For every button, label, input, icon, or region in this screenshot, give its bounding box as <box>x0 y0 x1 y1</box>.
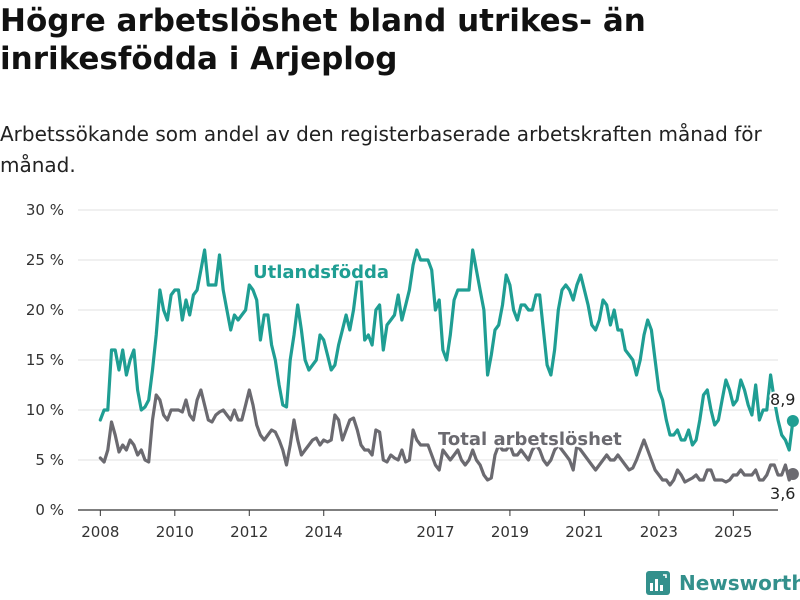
x-tick-label: 2023 <box>640 523 678 541</box>
line-chart: 0 %5 %10 %15 %20 %25 %30 % 2008 2010 2012 2… <box>26 201 800 541</box>
x-tick-label: 2008 <box>81 523 119 541</box>
y-tick-label: 20 % <box>26 301 64 319</box>
newsworthy-brand: Newsworthy <box>645 568 800 598</box>
chart-title: Högre arbetslöshet bland utrikes- än inr… <box>0 3 646 77</box>
x-tick-label: 2025 <box>714 523 752 541</box>
y-tick-label: 30 % <box>26 201 64 219</box>
grid-lines <box>78 209 778 511</box>
series-line-utlandsfodda <box>98 248 795 452</box>
chart-subtitle: Arbetssökande som andel av den registerb… <box>0 122 762 177</box>
brand-name: Newsworthy <box>679 571 800 595</box>
x-tick-label: 2012 <box>230 523 268 541</box>
x-tick-label: 2017 <box>416 523 454 541</box>
series-end-point-total <box>786 468 799 480</box>
end-value-label-utlandsfodda: 8,9 % <box>770 390 800 409</box>
newsworthy-logo-icon <box>646 571 670 595</box>
series-label-utlandsfodda: Utlandsfödda <box>253 262 389 283</box>
series-lines <box>98 248 799 487</box>
y-tick-label: 5 % <box>35 451 64 469</box>
series-end-point-utlandsfodda <box>786 415 799 427</box>
x-tick-label: 2014 <box>305 523 343 541</box>
series-labels: 8,9 % 3,6 % Utlandsfödda Total arbetslöshet <box>251 260 800 506</box>
series-label-total: Total arbetslöshet <box>438 429 622 450</box>
series-line-total <box>98 388 795 487</box>
y-tick-label: 15 % <box>26 351 64 369</box>
x-tick-label: 2019 <box>491 523 529 541</box>
x-tick-label: 2010 <box>156 523 194 541</box>
y-tick-label: 0 % <box>35 501 64 519</box>
x-tick-label: 2021 <box>565 523 603 541</box>
y-axis-labels: 0 % 5 % 10 % 15 % 20 % 25 % 30 % <box>26 201 64 519</box>
y-tick-label: 25 % <box>26 251 64 269</box>
end-value-label-total: 3,6 % <box>770 484 800 503</box>
x-axis: 2008 2010 2012 2014 2017 2019 2021 2023 2025 <box>81 510 752 541</box>
y-tick-label: 10 % <box>26 401 64 419</box>
